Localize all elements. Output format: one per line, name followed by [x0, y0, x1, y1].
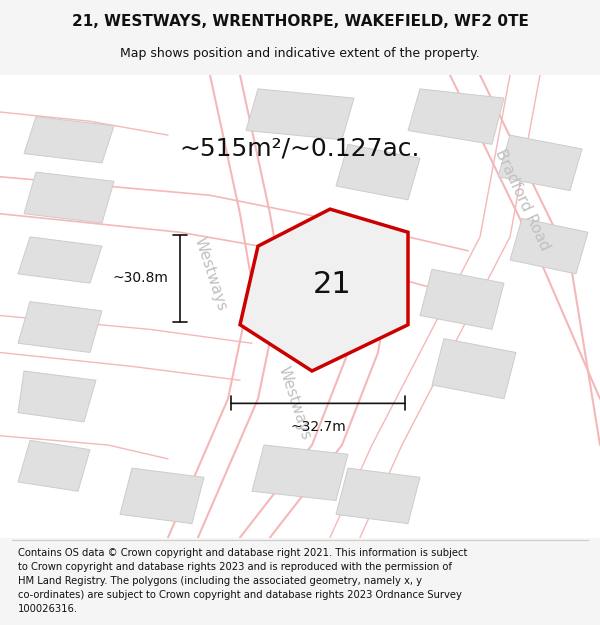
Text: ~515m²/~0.127ac.: ~515m²/~0.127ac.	[180, 137, 420, 161]
Polygon shape	[246, 89, 354, 140]
Polygon shape	[336, 144, 420, 200]
Polygon shape	[498, 135, 582, 191]
Text: Westways: Westways	[191, 235, 229, 312]
Polygon shape	[408, 89, 504, 144]
Polygon shape	[510, 218, 588, 274]
Polygon shape	[252, 445, 348, 501]
Polygon shape	[24, 117, 114, 163]
Polygon shape	[18, 441, 90, 491]
Polygon shape	[120, 468, 204, 524]
Polygon shape	[18, 237, 102, 283]
Polygon shape	[18, 302, 102, 352]
Text: 21, WESTWAYS, WRENTHORPE, WAKEFIELD, WF2 0TE: 21, WESTWAYS, WRENTHORPE, WAKEFIELD, WF2…	[71, 14, 529, 29]
Text: Map shows position and indicative extent of the property.: Map shows position and indicative extent…	[120, 48, 480, 61]
Polygon shape	[240, 209, 408, 371]
Text: ~30.8m: ~30.8m	[112, 271, 168, 286]
Text: Bradford Road: Bradford Road	[492, 147, 552, 253]
Polygon shape	[336, 468, 420, 524]
Text: 21: 21	[313, 270, 352, 299]
Polygon shape	[18, 371, 96, 422]
Polygon shape	[420, 269, 504, 329]
Text: ~32.7m: ~32.7m	[290, 419, 346, 434]
Polygon shape	[24, 172, 114, 223]
Text: Contains OS data © Crown copyright and database right 2021. This information is : Contains OS data © Crown copyright and d…	[18, 548, 467, 614]
Text: Westways: Westways	[275, 364, 313, 442]
Polygon shape	[432, 339, 516, 399]
